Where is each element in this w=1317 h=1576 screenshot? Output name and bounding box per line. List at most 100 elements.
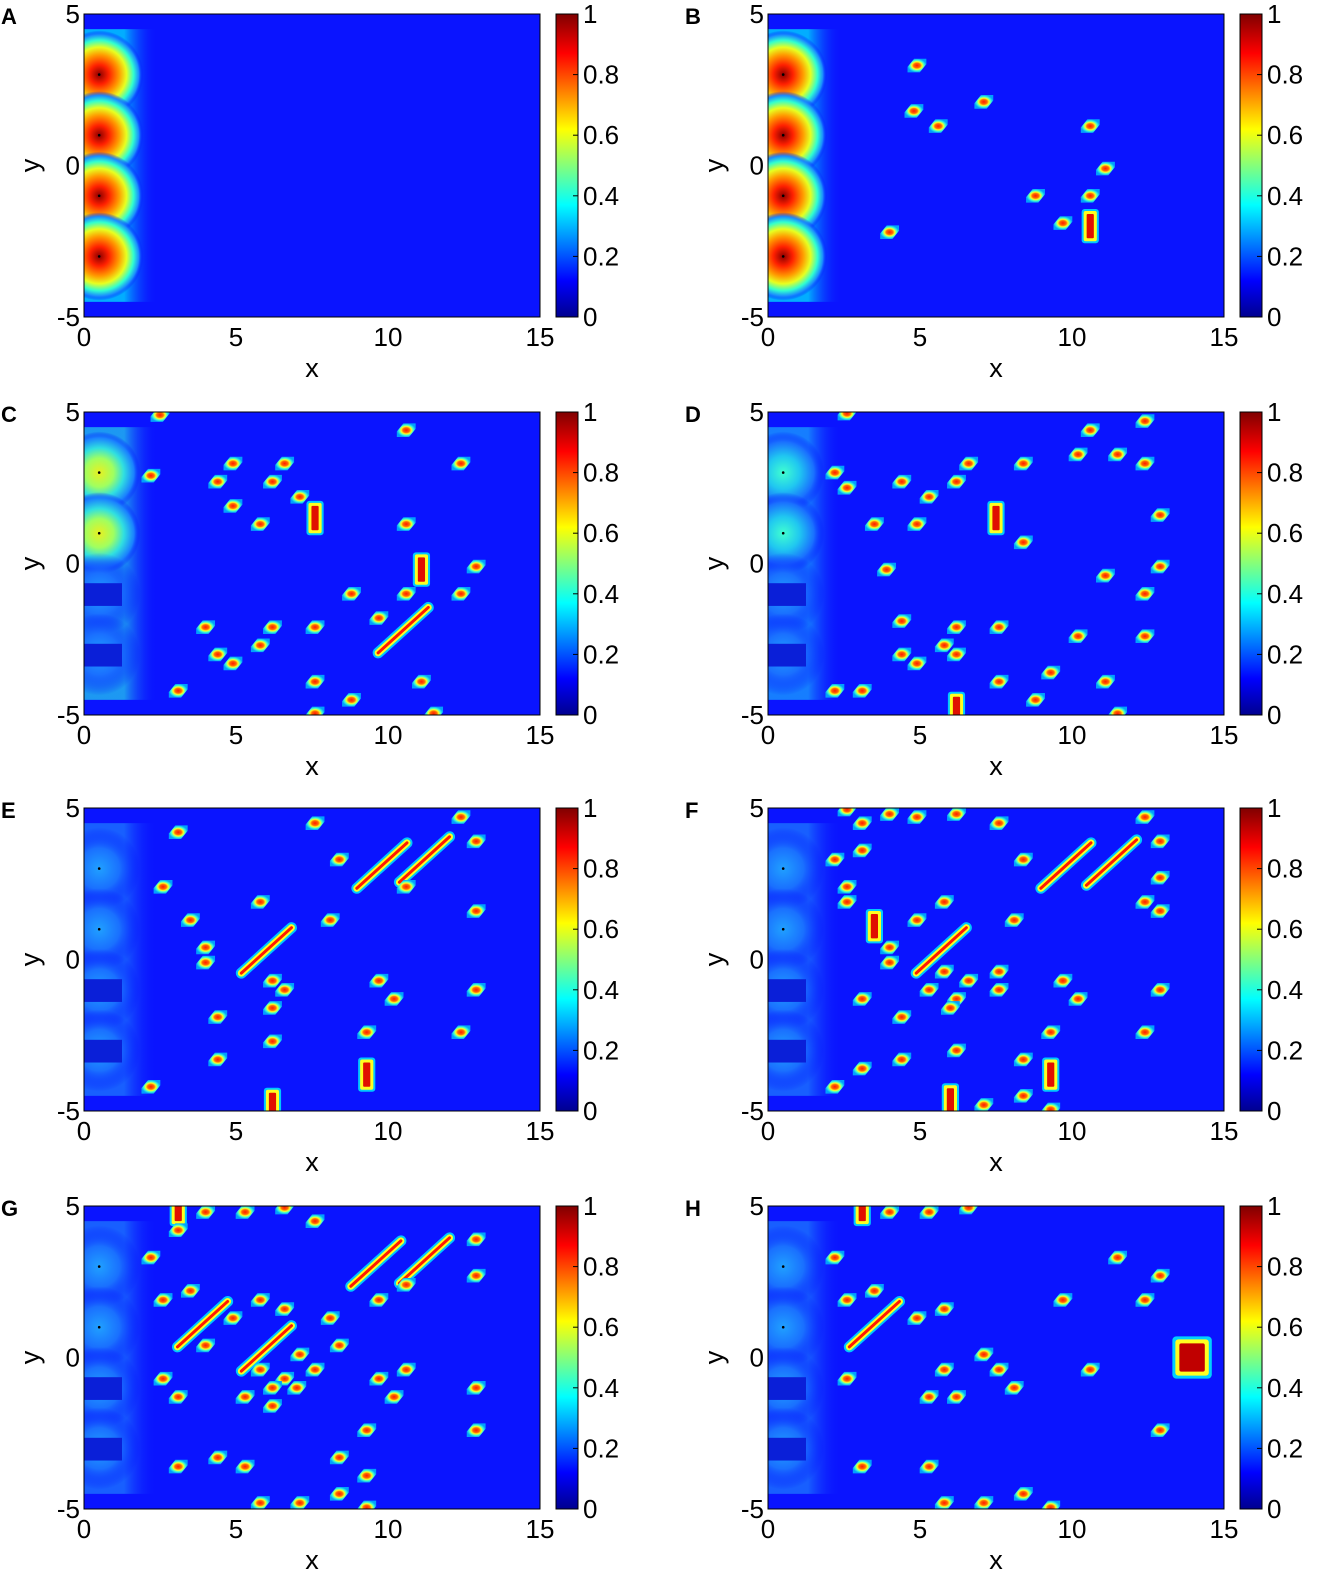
hotspot-block-core bbox=[858, 1206, 866, 1222]
hotspot bbox=[451, 586, 471, 601]
hotspot-block-core bbox=[870, 914, 878, 939]
x-tick-label: 15 bbox=[526, 322, 555, 352]
x-tick-label: 10 bbox=[374, 1116, 403, 1146]
large-hotspot-core bbox=[1179, 1343, 1205, 1372]
panel-letter: A bbox=[1, 4, 17, 29]
x-tick-label: 15 bbox=[1210, 720, 1239, 750]
x-tick-label: 10 bbox=[1058, 1514, 1087, 1544]
source-point bbox=[781, 133, 785, 137]
hotspot bbox=[1013, 535, 1033, 550]
hotspot bbox=[153, 1371, 173, 1386]
x-tick-label: 5 bbox=[229, 1116, 243, 1146]
hotspot bbox=[1108, 1250, 1128, 1265]
hotspot bbox=[329, 852, 349, 867]
hotspot bbox=[396, 1362, 416, 1377]
colorbar bbox=[555, 411, 579, 716]
hotspot bbox=[250, 895, 270, 909]
hotspot bbox=[196, 620, 216, 634]
x-tick-label: 0 bbox=[77, 322, 91, 352]
hotspot bbox=[825, 1079, 845, 1094]
colorbar-tick-label: 0.6 bbox=[1267, 518, 1303, 548]
y-axis-label: y bbox=[699, 1350, 729, 1364]
hotspot-streak-core bbox=[239, 926, 293, 975]
x-axis-label: x bbox=[989, 1545, 1003, 1575]
hotspot bbox=[342, 586, 361, 601]
y-axis-label: y bbox=[15, 1350, 45, 1364]
y-tick-label: 0 bbox=[66, 945, 80, 975]
panel-letter: C bbox=[1, 402, 17, 427]
colorbar-tick-label: 1 bbox=[583, 793, 597, 823]
hotspot bbox=[947, 647, 966, 662]
hotspot bbox=[825, 465, 845, 480]
hotspot bbox=[1135, 895, 1155, 909]
source-point bbox=[781, 867, 785, 870]
hotspot bbox=[223, 1311, 243, 1325]
hotspot bbox=[290, 490, 310, 504]
hotspot bbox=[880, 225, 900, 239]
hotspot bbox=[934, 638, 954, 653]
x-tick-label: 15 bbox=[1210, 1116, 1239, 1146]
hotspot bbox=[396, 586, 416, 601]
x-tick-label: 15 bbox=[526, 720, 555, 750]
hotspot bbox=[250, 1496, 270, 1509]
colorbar-tick-label: 0.4 bbox=[1267, 181, 1303, 211]
hotspot bbox=[837, 1293, 857, 1307]
colorbar-tick-label: 1 bbox=[583, 1191, 597, 1221]
x-axis-label: x bbox=[305, 353, 319, 383]
hotspot bbox=[305, 1214, 325, 1228]
colorbar-tick-label: 0.4 bbox=[583, 975, 619, 1005]
colorbar bbox=[555, 1205, 579, 1510]
hotspot bbox=[934, 1302, 954, 1316]
hotspot bbox=[880, 808, 900, 821]
colorbar-tick-label: 0 bbox=[1267, 1096, 1281, 1126]
hotspot bbox=[989, 1362, 1009, 1377]
y-tick-label: 0 bbox=[750, 1343, 764, 1373]
hotspot bbox=[208, 1010, 228, 1024]
source-point bbox=[97, 1265, 101, 1268]
hotspot bbox=[880, 940, 900, 955]
hotspot bbox=[1004, 1380, 1024, 1395]
colorbar-tick-label: 0 bbox=[1267, 1494, 1281, 1524]
colorbar-tick-label: 0.8 bbox=[1267, 458, 1303, 488]
hotspot bbox=[1080, 119, 1100, 133]
colorbar-tick-label: 0.6 bbox=[583, 1312, 619, 1342]
hotspot bbox=[837, 879, 857, 894]
hotspot bbox=[290, 1496, 310, 1509]
plot-frame bbox=[767, 1205, 1225, 1510]
colorbar-tick-label: 0 bbox=[583, 700, 597, 730]
hotspot bbox=[369, 973, 389, 988]
hotspot-streak-core bbox=[1039, 841, 1093, 890]
x-axis-label: x bbox=[305, 1545, 319, 1575]
hotspot bbox=[1150, 508, 1170, 522]
depleted-source bbox=[84, 643, 122, 667]
hotspot bbox=[825, 852, 845, 867]
hotspot bbox=[263, 1380, 282, 1395]
hotspot bbox=[1068, 629, 1088, 644]
depleted-source bbox=[84, 583, 122, 606]
colorbar-tick-label: 1 bbox=[1267, 397, 1281, 427]
heatmap-background bbox=[84, 14, 540, 317]
hotspot bbox=[208, 1450, 228, 1465]
hotspot bbox=[275, 1206, 295, 1215]
hotspot bbox=[1150, 1423, 1170, 1438]
hotspot bbox=[250, 517, 270, 531]
x-tick-label: 0 bbox=[761, 1116, 775, 1146]
hotspot bbox=[208, 474, 228, 489]
depleted-source bbox=[768, 643, 806, 667]
y-tick-label: 0 bbox=[66, 1343, 80, 1373]
y-tick-label: 0 bbox=[66, 549, 80, 579]
hotspot bbox=[196, 955, 216, 970]
hotspot bbox=[947, 1043, 966, 1058]
hotspot bbox=[907, 58, 927, 73]
y-axis-label: y bbox=[15, 952, 45, 966]
hotspot bbox=[892, 647, 912, 662]
hotspot bbox=[275, 982, 295, 997]
x-axis-label: x bbox=[989, 751, 1003, 781]
hotspot bbox=[1041, 1102, 1061, 1111]
source-point bbox=[97, 927, 101, 931]
source-point bbox=[97, 867, 101, 870]
heatmap-background bbox=[84, 808, 540, 1111]
x-tick-label: 0 bbox=[761, 720, 775, 750]
